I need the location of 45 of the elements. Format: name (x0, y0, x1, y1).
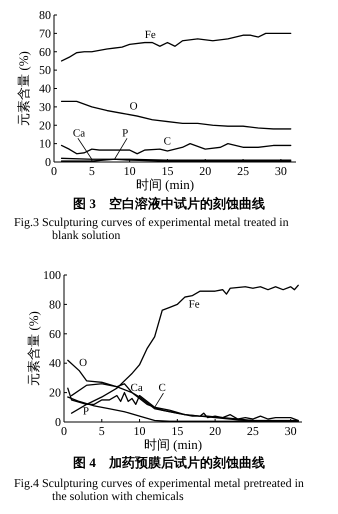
x-tick-label: 25 (246, 424, 259, 438)
y-tick-label: 50 (39, 63, 51, 78)
x-tick-label: 5 (98, 424, 105, 438)
text: 图 3 空白溶液中试片的刻蚀曲线 (73, 196, 265, 211)
series-label: Ca (130, 382, 143, 394)
series-label: Fe (188, 298, 200, 310)
y-tick-label: 20 (49, 386, 61, 400)
x-tick-label: 25 (237, 164, 250, 178)
y-tick-label: 0 (55, 415, 61, 429)
x-tick-label: 10 (134, 424, 146, 438)
y-tick-label: 40 (39, 82, 51, 96)
y-tick-label: 20 (39, 118, 51, 132)
series-label: Ca (72, 127, 86, 140)
y-tick-label: 70 (39, 26, 51, 40)
x-tick-label: 5 (88, 164, 95, 178)
x-tick-label: 20 (199, 164, 212, 178)
y-tick-label: 80 (49, 297, 61, 312)
y-tick-label: 60 (39, 44, 51, 59)
x-tick-label: 30 (274, 164, 287, 178)
x-tick-label: 15 (161, 164, 174, 178)
caption: Fig.3 Sculpturing curves of experimental metal treated in blank solution (14, 215, 289, 242)
y-tick-label: 60 (49, 326, 61, 341)
y-tick-label: 30 (39, 100, 51, 114)
x-tick-label: 20 (209, 424, 222, 438)
series-label: Fe (144, 28, 156, 41)
series-label: P (122, 127, 128, 140)
x-tick-label: 30 (284, 424, 297, 438)
x-axis-title: 时间 (min) (136, 177, 194, 192)
text: 图 4 加药预膜后试片的刻蚀曲线 (73, 455, 265, 470)
y-axis-title: 元素含量 (%) (26, 311, 41, 386)
y-tick-label: 0 (45, 155, 51, 169)
series-label: C (158, 382, 166, 394)
y-axis-title: 元素含量 (%) (16, 51, 31, 126)
y-tick-label: 10 (39, 136, 51, 151)
series-label: P (82, 406, 90, 418)
x-tick-label: 15 (171, 424, 184, 438)
y-tick-label: 40 (49, 356, 61, 370)
series-label: O (79, 357, 88, 370)
series-label: O (130, 100, 138, 113)
x-axis-title: 时间 (min) (144, 437, 202, 452)
y-tick-label: 100 (43, 268, 61, 282)
x-tick-label: 10 (124, 164, 136, 178)
y-tick-label: 80 (39, 8, 51, 22)
series-label: C (164, 136, 171, 148)
caption: Fig.4 Sculpturing curves of experimental metal pretreated in the solution with chemicals (14, 476, 304, 503)
